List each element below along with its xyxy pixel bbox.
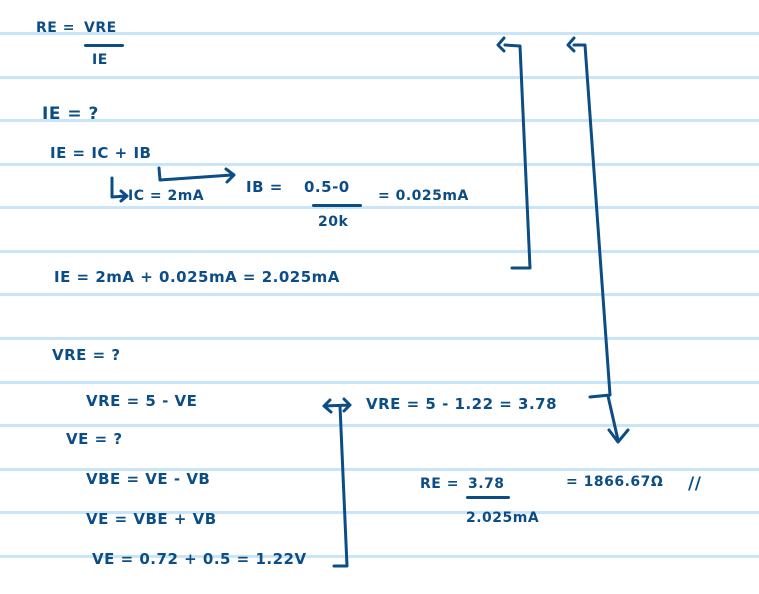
- re-result-lhs: RE =: [420, 476, 459, 492]
- re-formula-denominator: IE: [92, 52, 108, 68]
- ruled-line: [0, 206, 759, 209]
- ruled-line: [0, 511, 759, 514]
- ie-sum: IE = IC + IB: [50, 144, 152, 162]
- ib-formula-result: = 0.025mA: [378, 188, 469, 204]
- ruled-line: [0, 555, 759, 558]
- ve-question: VE = ?: [66, 430, 123, 448]
- vre-result: VRE = 5 - 1.22 = 3.78: [366, 395, 558, 413]
- vre-formula: VRE = 5 - VE: [86, 392, 198, 410]
- ib-bracket-arrow: [157, 166, 236, 184]
- ruled-line: [0, 76, 759, 79]
- re-formula-numerator: VRE: [84, 20, 117, 36]
- ib-formula-denominator: 20k: [318, 214, 349, 230]
- vre-to-re-arrow: [566, 36, 630, 444]
- re-result-numerator: 3.78: [468, 476, 505, 492]
- re-result-denominator: 2.025mA: [466, 510, 540, 526]
- ve-to-vre-arrow: [322, 397, 352, 568]
- ie-question: IE = ?: [42, 104, 99, 124]
- vre-question: VRE = ?: [52, 346, 121, 364]
- re-result-value: = 1866.67Ω: [566, 474, 664, 490]
- vbe-formula: VBE = VE - VB: [86, 470, 211, 488]
- ruled-line: [0, 337, 759, 340]
- ruled-line: [0, 424, 759, 427]
- ruled-line: [0, 250, 759, 253]
- final-answer-mark: //: [688, 474, 702, 494]
- ie-to-re-arrow: [496, 36, 532, 270]
- ruled-line: [0, 381, 759, 384]
- ruled-line: [0, 163, 759, 166]
- ruled-line: [0, 293, 759, 296]
- ve-formula: VE = VBE + VB: [86, 510, 217, 528]
- ic-hook-arrow: [110, 176, 129, 203]
- ie-result: IE = 2mA + 0.025mA = 2.025mA: [54, 268, 340, 286]
- re-formula-lhs: RE =: [36, 20, 75, 36]
- ruled-line: [0, 468, 759, 471]
- ib-formula-numerator: 0.5-0: [304, 178, 350, 196]
- ruled-line: [0, 119, 759, 122]
- fraction-bar: [312, 204, 362, 207]
- fraction-bar: [84, 44, 124, 47]
- fraction-bar: [466, 496, 510, 499]
- ic-value: IC = 2mA: [128, 188, 205, 204]
- ve-result: VE = 0.72 + 0.5 = 1.22V: [92, 550, 307, 568]
- ib-formula-lhs: IB =: [246, 178, 283, 196]
- ruled-line: [0, 32, 759, 35]
